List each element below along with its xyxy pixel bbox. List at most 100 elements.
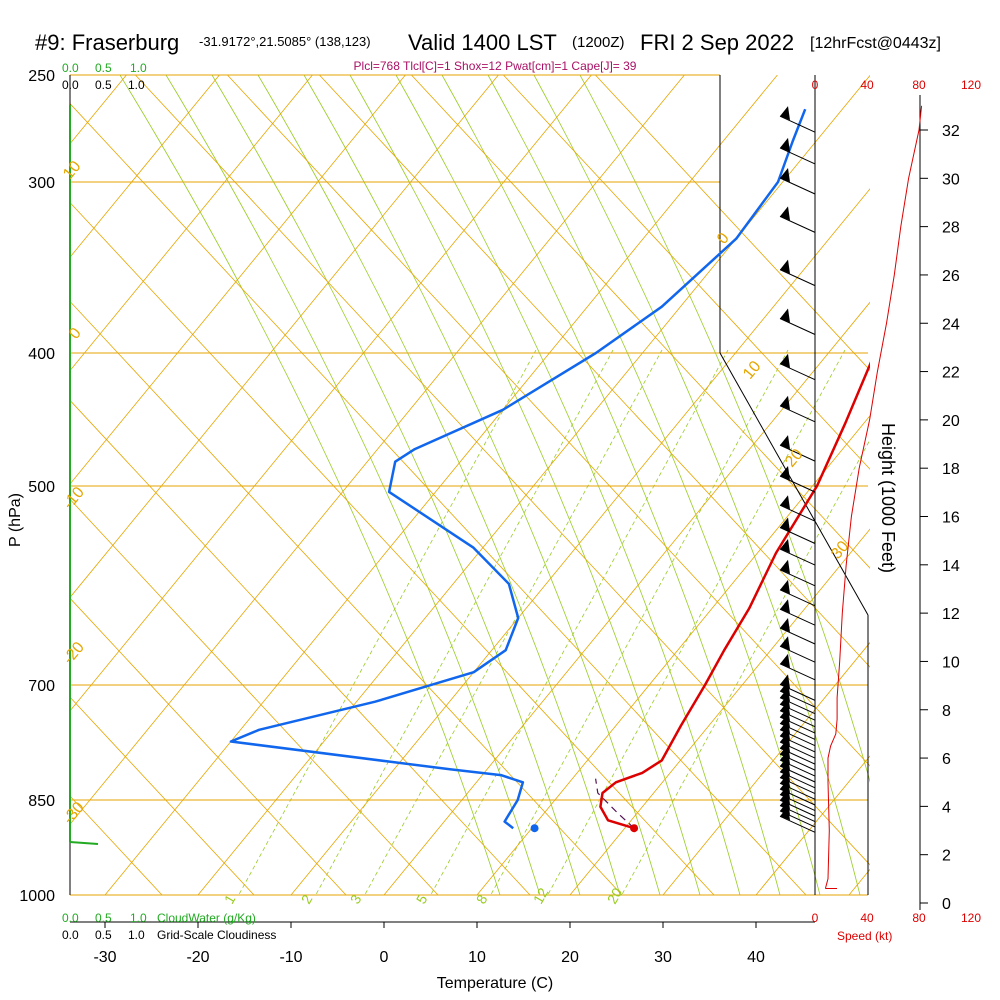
x-tick: 40 <box>747 949 765 966</box>
p-tick: 500 <box>28 479 55 496</box>
wind-barb <box>779 599 816 626</box>
h-tick: 28 <box>942 220 960 237</box>
h-tick: 8 <box>942 703 951 720</box>
speed-tick-bottom: 40 <box>860 911 874 925</box>
h-tick: 24 <box>942 316 960 333</box>
x-tick: -30 <box>93 949 116 966</box>
temperature-line <box>599 361 870 830</box>
dry-adiabat <box>503 75 870 470</box>
p-tick: 300 <box>28 175 55 192</box>
isotherm <box>197 75 870 895</box>
station-title: #9: Fraserburg <box>35 30 179 55</box>
dewpoint-line <box>229 108 807 830</box>
cloudwater-top-1: 0.5 <box>95 61 112 75</box>
cloudiness-top-2: 1.0 <box>128 78 145 92</box>
cloudiness-bottom-0: 0.0 <box>62 928 79 942</box>
isotherm <box>70 75 127 145</box>
h-tick: 22 <box>942 365 960 382</box>
speed-tick-bottom: 80 <box>912 911 926 925</box>
moist-adiabat <box>533 75 861 895</box>
wind-barb <box>779 466 816 493</box>
mixing-ratio-label: 8 <box>473 892 491 907</box>
temperature-tick-labels: -30 -20 -10 0 10 20 30 40 <box>93 922 765 966</box>
moist-adiabat <box>211 75 581 895</box>
x-tick: 0 <box>380 949 389 966</box>
isotherm <box>848 868 870 895</box>
isotherm <box>383 301 870 895</box>
wind-barb <box>779 495 816 522</box>
cloudiness-bottom-name: Grid-Scale Cloudiness <box>157 928 276 942</box>
cloudiness-bottom-2: 1.0 <box>128 928 145 942</box>
mixing-ratio-label: 5 <box>413 892 431 907</box>
mixing-ratio-labels: 1 2 3 5 8 12 20 <box>221 885 626 907</box>
cloudwater-bottom-1: 0.5 <box>95 911 112 925</box>
isobar-lines <box>70 74 868 896</box>
dry-adiabat <box>70 795 163 895</box>
speed-tick-top: 0 <box>812 78 819 92</box>
isotherm <box>290 188 870 895</box>
x-tick: -20 <box>186 949 209 966</box>
isotherm <box>70 75 499 599</box>
cloudwater-bottom-2: 1.0 <box>130 911 147 925</box>
dry-adiabat <box>319 75 870 668</box>
wind-barb <box>779 353 816 381</box>
cloudwater-bottom-name: CloudWater (g/Kg) <box>157 911 256 925</box>
moist-adiabat <box>441 75 781 895</box>
dry-adiabat <box>595 75 870 371</box>
wind-barb <box>779 106 816 133</box>
x-tick: 30 <box>654 949 672 966</box>
wind-barb <box>779 259 816 287</box>
moist-adiabat <box>165 75 541 895</box>
dry-adiabat <box>135 75 870 866</box>
p-tick: 1000 <box>19 888 55 905</box>
wind-barb <box>779 579 816 607</box>
isotherm-label: -20 <box>60 639 88 668</box>
surface-dewpoint-dot <box>530 824 539 833</box>
mixing-ratio-line <box>621 438 870 895</box>
h-tick: 32 <box>942 123 960 140</box>
mixing-ratio-line <box>430 349 729 895</box>
dry-adiabat <box>70 103 807 895</box>
p-tick: 700 <box>28 678 55 695</box>
cloudwater-top-0: 0.0 <box>62 61 79 75</box>
height-axis-label: Height (1000 Feet) <box>878 423 898 573</box>
wind-barb <box>779 308 816 335</box>
h-tick: 0 <box>942 896 951 913</box>
dry-adiabat <box>70 201 715 895</box>
isotherm-label: 20 <box>782 446 807 471</box>
utc-time: (1200Z) <box>572 34 625 51</box>
h-tick: 4 <box>942 799 951 816</box>
wind-barb <box>779 435 816 462</box>
x-tick: 10 <box>468 949 486 966</box>
isotherm-label: -10 <box>60 484 88 513</box>
p-tick: 850 <box>28 793 55 810</box>
moist-adiabat <box>349 75 701 895</box>
h-tick: 12 <box>942 606 960 623</box>
dry-adiabat <box>411 75 870 569</box>
wind-barb <box>779 653 816 681</box>
wind-box-diagonal <box>719 352 869 616</box>
h-tick: 16 <box>942 510 960 527</box>
dry-adiabat <box>70 696 255 895</box>
dry-adiabat <box>70 300 623 895</box>
wind-barbs <box>779 106 816 833</box>
h-tick: 14 <box>942 558 960 575</box>
h-tick: 10 <box>942 654 960 671</box>
speed-axis-label: Speed (kt) <box>837 929 892 943</box>
moist-adiabat <box>487 75 821 895</box>
wind-barb <box>779 517 816 544</box>
stability-indices: Plcl=768 Tlcl[C]=1 Shox=12 Pwat[cm]=1 Ca… <box>354 59 637 73</box>
isotherm <box>70 75 592 712</box>
moist-adiabat <box>257 75 621 895</box>
isotherm <box>569 528 870 895</box>
wind-barb <box>779 636 816 663</box>
x-tick: 20 <box>561 949 579 966</box>
isotherm <box>662 641 870 895</box>
valid-time: Valid 1400 LST <box>408 30 557 55</box>
surface-temp-dot <box>630 824 639 833</box>
wind-barb <box>779 168 816 195</box>
dry-adiabat <box>70 498 439 895</box>
moist-adiabat <box>119 75 501 895</box>
wind-barb <box>779 674 816 701</box>
